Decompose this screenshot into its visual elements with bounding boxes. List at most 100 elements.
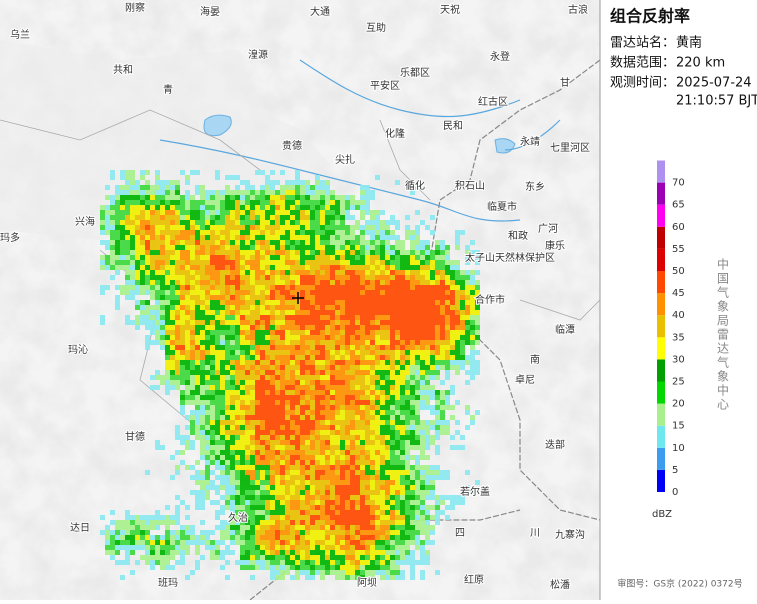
echo-cell	[320, 365, 325, 370]
echo-cell	[315, 475, 320, 480]
echo-cell	[140, 225, 145, 230]
echo-cell	[410, 415, 415, 420]
echo-cell	[420, 300, 425, 305]
echo-cell	[290, 460, 295, 465]
echo-cell	[320, 290, 325, 295]
echo-cell	[305, 360, 310, 365]
echo-cell	[255, 190, 260, 195]
echo-cell	[355, 370, 360, 375]
echo-cell	[370, 370, 375, 375]
echo-cell	[395, 280, 400, 285]
echo-cell	[200, 215, 205, 220]
echo-cell	[385, 480, 390, 485]
echo-cell	[210, 405, 215, 410]
echo-cell	[280, 335, 285, 340]
echo-cell	[285, 360, 290, 365]
echo-cell	[245, 365, 250, 370]
echo-cell	[375, 445, 380, 450]
legend-swatch	[657, 447, 665, 470]
echo-cell	[305, 255, 310, 260]
echo-cell	[255, 320, 260, 325]
echo-cell	[275, 410, 280, 415]
echo-cell	[100, 265, 105, 270]
echo-cell	[145, 260, 150, 265]
echo-cell	[310, 355, 315, 360]
echo-cell	[370, 290, 375, 295]
echo-cell	[325, 555, 330, 560]
echo-cell	[150, 305, 155, 310]
echo-cell	[275, 280, 280, 285]
echo-cell	[230, 335, 235, 340]
echo-cell	[325, 525, 330, 530]
echo-cell	[380, 515, 385, 520]
echo-cell	[210, 260, 215, 265]
echo-cell	[345, 485, 350, 490]
echo-cell	[140, 170, 145, 175]
echo-cell	[180, 380, 185, 385]
echo-cell	[405, 325, 410, 330]
echo-cell	[355, 360, 360, 365]
echo-cell	[380, 405, 385, 410]
echo-cell	[295, 195, 300, 200]
echo-cell	[355, 270, 360, 275]
echo-cell	[195, 400, 200, 405]
echo-cell	[305, 525, 310, 530]
echo-cell	[310, 510, 315, 515]
echo-cell	[350, 560, 355, 565]
echo-cell	[250, 250, 255, 255]
echo-cell	[360, 285, 365, 290]
echo-cell	[380, 355, 385, 360]
echo-cell	[175, 190, 180, 195]
echo-cell	[280, 460, 285, 465]
echo-cell	[400, 360, 405, 365]
echo-cell	[395, 360, 400, 365]
echo-cell	[300, 255, 305, 260]
echo-cell	[145, 230, 150, 235]
echo-cell	[440, 340, 445, 345]
echo-cell	[335, 365, 340, 370]
echo-cell	[250, 210, 255, 215]
echo-cell	[450, 390, 455, 395]
echo-cell	[270, 230, 275, 235]
echo-cell	[235, 285, 240, 290]
echo-cell	[325, 305, 330, 310]
echo-cell	[280, 230, 285, 235]
echo-cell	[265, 285, 270, 290]
echo-cell	[370, 295, 375, 300]
echo-cell	[350, 350, 355, 355]
echo-cell	[375, 235, 380, 240]
echo-cell	[300, 430, 305, 435]
echo-cell	[150, 260, 155, 265]
echo-cell	[405, 490, 410, 495]
echo-cell	[105, 530, 110, 535]
echo-cell	[405, 350, 410, 355]
echo-cell	[315, 530, 320, 535]
echo-cell	[355, 535, 360, 540]
echo-cell	[405, 495, 410, 500]
echo-cell	[150, 240, 155, 245]
echo-cell	[405, 540, 410, 545]
echo-cell	[205, 310, 210, 315]
echo-cell	[300, 435, 305, 440]
echo-cell	[245, 550, 250, 555]
echo-cell	[195, 245, 200, 250]
echo-cell	[245, 525, 250, 530]
echo-cell	[405, 375, 410, 380]
echo-cell	[390, 450, 395, 455]
echo-cell	[410, 325, 415, 330]
echo-cell	[275, 570, 280, 575]
echo-cell	[275, 340, 280, 345]
echo-cell	[195, 415, 200, 420]
echo-cell	[465, 260, 470, 265]
legend-swatch	[657, 160, 665, 183]
echo-cell	[280, 240, 285, 245]
echo-cell	[345, 405, 350, 410]
echo-cell	[150, 245, 155, 250]
echo-cell	[405, 560, 410, 565]
echo-cell	[230, 270, 235, 275]
echo-cell	[200, 320, 205, 325]
echo-cell	[185, 425, 190, 430]
echo-cell	[290, 290, 295, 295]
echo-cell	[340, 570, 345, 575]
echo-cell	[400, 290, 405, 295]
